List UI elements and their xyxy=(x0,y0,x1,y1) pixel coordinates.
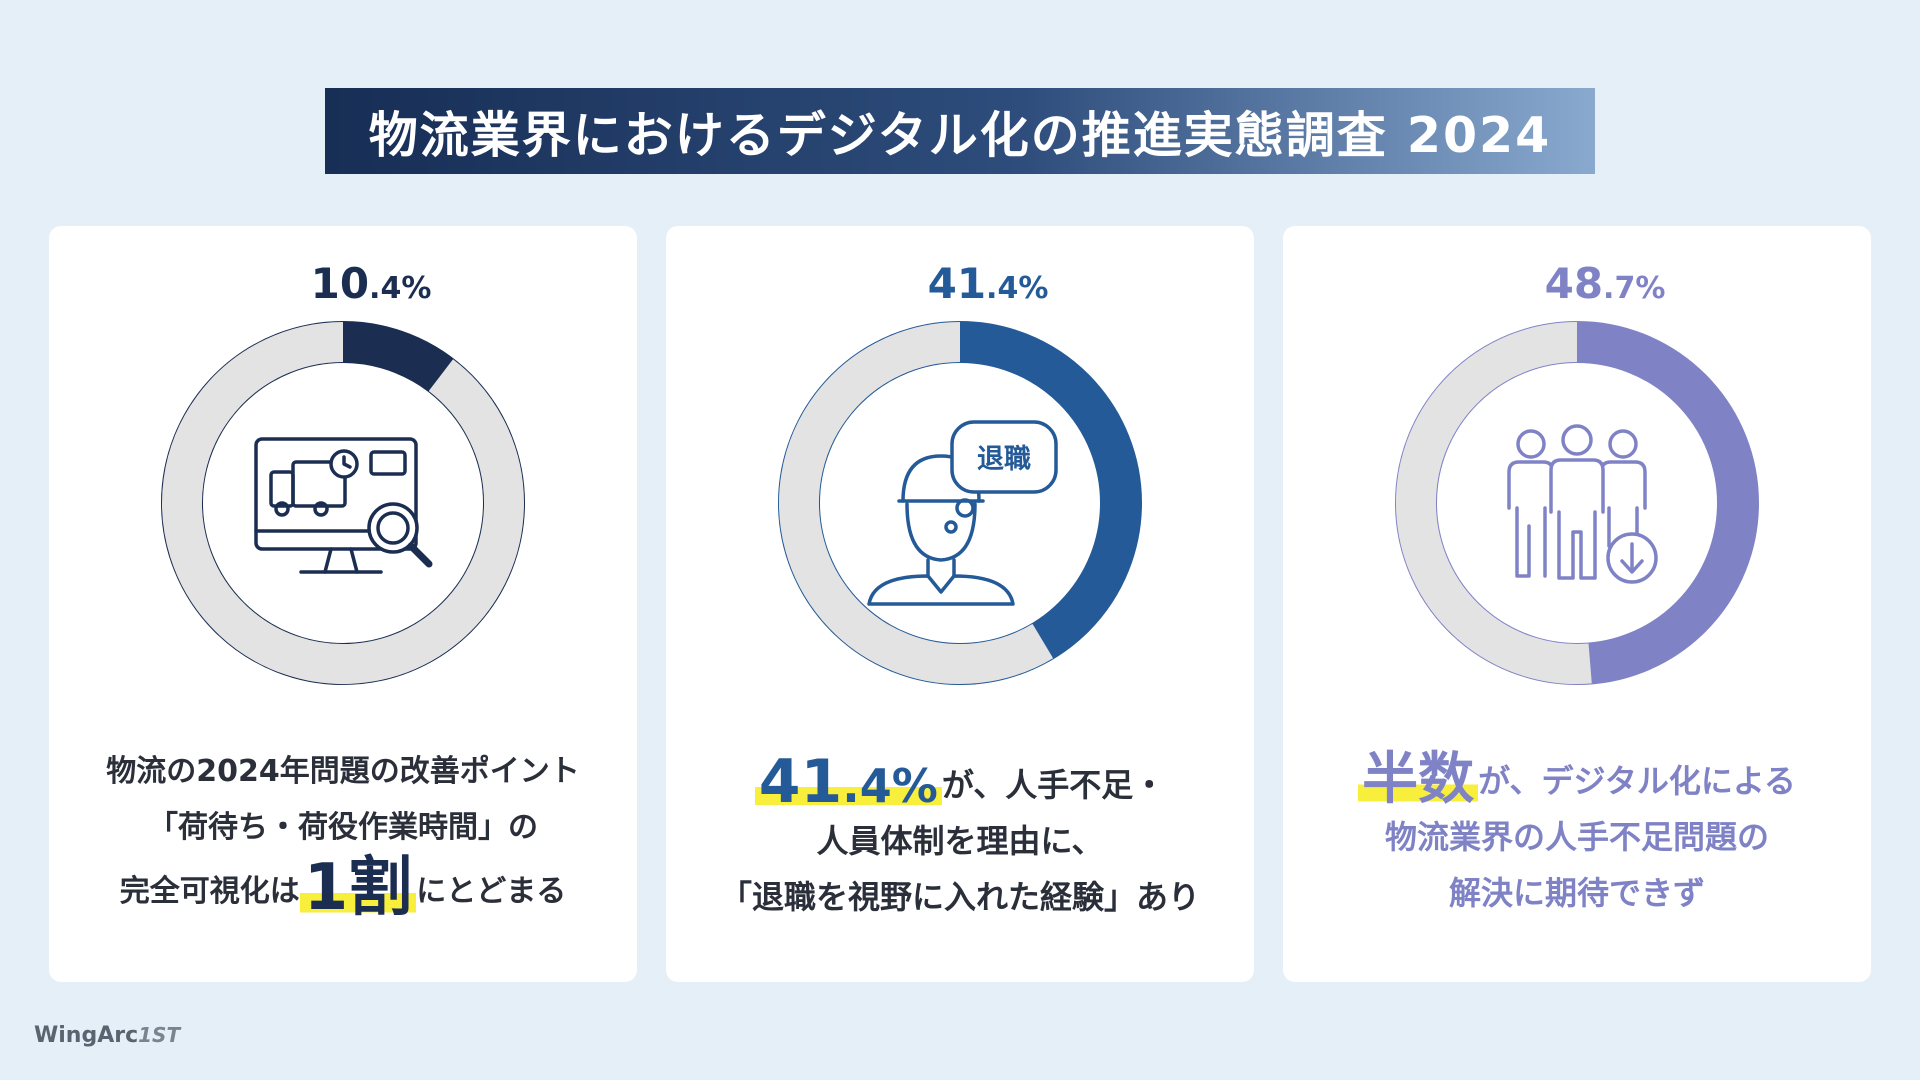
caption-1-highlight: 1割 xyxy=(299,856,417,920)
percent-int-2: 41 xyxy=(928,259,986,308)
caption-2-highlight-dec: .4% xyxy=(842,759,938,813)
donut-value-arc-3 xyxy=(1576,322,1758,684)
page-title: 物流業界におけるデジタル化の推進実態調査 2024 xyxy=(368,106,1552,164)
caption-1: 物流の2024年問題の改善ポイント 「荷待ち・荷役作業時間」の 完全可視化は1割… xyxy=(49,744,637,920)
caption-2-highlight-int: 41 xyxy=(758,747,843,817)
caption-3-line-1-post: が、デジタル化による xyxy=(1478,762,1796,800)
caption-1-line-3: 完全可視化は1割 にとどまる xyxy=(49,856,637,920)
caption-2-line-2: 人員体制を理由に、 xyxy=(816,822,1104,860)
caption-3-highlight: 半数 xyxy=(1358,752,1479,808)
caption-3-line-1: 半数 が、デジタル化による xyxy=(1283,752,1871,809)
stat-card-3: 48.7% 半数 が、デジタル化による 物流業界の人手不足問題の 解決に期待できず xyxy=(1283,226,1871,982)
people-decrease-icon xyxy=(1507,424,1658,584)
donut-outline-inner-1 xyxy=(201,361,485,645)
donut-chart-3: 48.7% xyxy=(1395,259,1759,685)
caption-2-highlight: 41.4% xyxy=(754,752,942,813)
caption-1-line-3-pre: 完全可視化は xyxy=(119,874,300,909)
stat-card-2: 41.4% 退職 41.4% が、人手不足・ 人員体制を理由に、 「退職を視野に入… xyxy=(666,226,1254,982)
brand-name: WingArc xyxy=(34,1023,139,1048)
percent-int-1: 10 xyxy=(311,259,369,308)
caption-2: 41.4% が、人手不足・ 人員体制を理由に、 「退職を視野に入れた経験」あり xyxy=(666,752,1254,925)
caption-3-line-2: 物流業界の人手不足問題の xyxy=(1384,818,1769,856)
caption-3: 半数 が、デジタル化による 物流業界の人手不足問題の 解決に期待できず xyxy=(1283,752,1871,921)
donut-track-3 xyxy=(1396,322,1592,684)
caption-2-line-3: 「退職を視野に入れた経験」あり xyxy=(719,878,1200,916)
worker-retire-bubble-icon xyxy=(867,420,1058,606)
percent-int-3: 48 xyxy=(1545,259,1603,308)
percent-label-2: 41.4% xyxy=(928,259,1049,308)
caption-3-line-3: 解決に期待できず xyxy=(1448,874,1705,912)
page-title-banner: 物流業界におけるデジタル化の推進実態調査 2024 xyxy=(325,88,1595,174)
caption-1-line-2: 「荷待ち・荷役作業時間」の xyxy=(148,810,538,845)
caption-2-line-1-post: が、人手不足・ xyxy=(941,766,1166,804)
donut-chart-2: 41.4% 退職 xyxy=(778,259,1142,685)
percent-label-1: 10.4% xyxy=(311,259,432,308)
brand-mark: 1ST xyxy=(138,1023,181,1047)
stat-card-1: 10.4% 物流の2024年問題の改善ポイント 「荷待ち・荷役作業時間」の 完全… xyxy=(49,226,637,982)
donut-track-2 xyxy=(779,322,1054,684)
brand-logo: WingArc1ST xyxy=(34,1023,180,1048)
percent-dec-3: .7% xyxy=(1603,271,1665,306)
percent-dec-2: .4% xyxy=(986,271,1048,306)
donut-value-arc-1 xyxy=(342,322,454,392)
percent-dec-1: .4% xyxy=(369,271,431,306)
donut-track-1 xyxy=(162,322,524,684)
retire-bubble-text: 退職 xyxy=(977,444,1031,475)
caption-2-line-1: 41.4% が、人手不足・ xyxy=(666,752,1254,813)
donut-chart-1: 10.4% xyxy=(161,259,525,685)
caption-1-line-1: 物流の2024年問題の改善ポイント xyxy=(106,754,580,789)
percent-label-3: 48.7% xyxy=(1545,259,1666,308)
caption-1-line-3-post: にとどまる xyxy=(416,874,567,909)
monitor-truck-search-icon xyxy=(254,437,433,574)
donut-value-arc-2 xyxy=(959,322,1141,659)
